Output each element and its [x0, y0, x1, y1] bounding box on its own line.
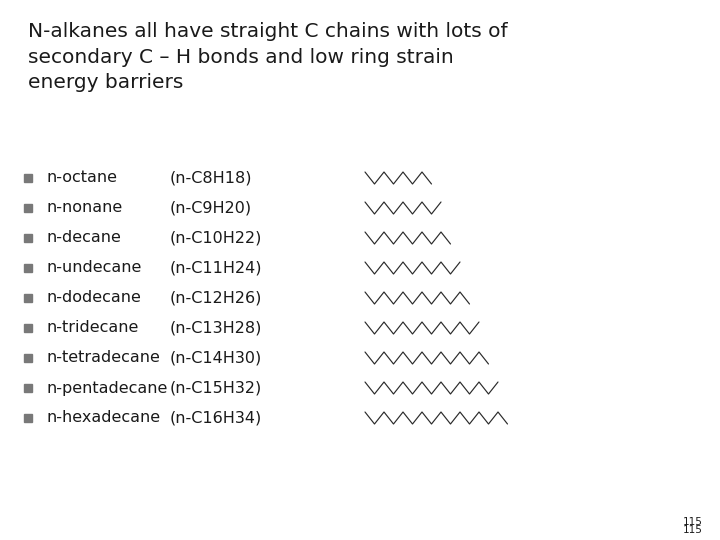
Text: (n-C8H18): (n-C8H18)	[170, 171, 253, 186]
Text: 115: 115	[683, 517, 703, 527]
Text: (n-C14H30): (n-C14H30)	[170, 350, 262, 366]
Bar	[24, 414, 32, 422]
Text: n-undecane: n-undecane	[46, 260, 141, 275]
Text: (n-C13H28): (n-C13H28)	[170, 321, 262, 335]
Bar	[24, 234, 32, 242]
Text: (n-C10H22): (n-C10H22)	[170, 231, 262, 246]
Text: 115: 115	[683, 525, 703, 535]
Bar	[24, 264, 32, 272]
Text: (n-C12H26): (n-C12H26)	[170, 291, 262, 306]
Text: n-tridecane: n-tridecane	[46, 321, 138, 335]
Text: n-hexadecane: n-hexadecane	[46, 410, 160, 426]
Text: n-dodecane: n-dodecane	[46, 291, 141, 306]
Bar	[24, 384, 32, 392]
Text: n-nonane: n-nonane	[46, 200, 122, 215]
Text: n-octane: n-octane	[46, 171, 117, 186]
Bar	[24, 174, 32, 182]
Text: n-pentadecane: n-pentadecane	[46, 381, 167, 395]
Bar	[24, 204, 32, 212]
Text: N-alkanes all have straight C chains with lots of
secondary C – H bonds and low : N-alkanes all have straight C chains wit…	[28, 22, 508, 92]
Bar	[24, 324, 32, 332]
Bar	[24, 354, 32, 362]
Text: (n-C16H34): (n-C16H34)	[170, 410, 262, 426]
Text: (n-C9H20): (n-C9H20)	[170, 200, 252, 215]
Text: (n-C15H32): (n-C15H32)	[170, 381, 262, 395]
Bar	[24, 294, 32, 302]
Text: n-tetradecane: n-tetradecane	[46, 350, 160, 366]
Text: (n-C11H24): (n-C11H24)	[170, 260, 263, 275]
Text: n-decane: n-decane	[46, 231, 121, 246]
